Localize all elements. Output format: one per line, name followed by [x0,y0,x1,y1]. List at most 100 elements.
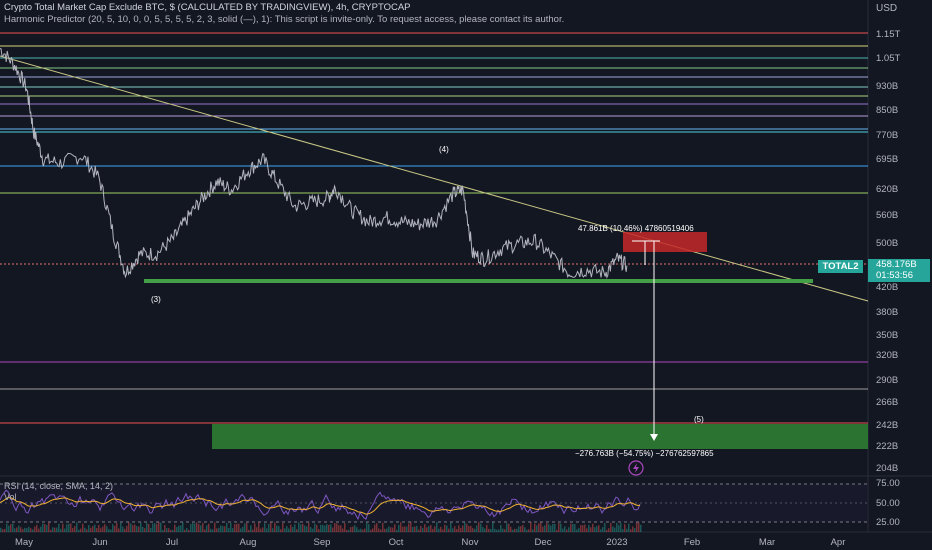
volume-bar [386,528,388,532]
volume-bar [128,522,130,532]
volume-bar [204,529,206,532]
volume-bar [318,529,320,532]
harmonic-levels [0,32,868,424]
volume-bar [182,522,184,532]
volume-bar [74,526,76,532]
volume-bar [392,527,394,532]
price-tick-label: 850B [876,105,898,116]
wave4-label: (4) [439,145,449,154]
volume-bar [604,523,606,532]
volume-bar [184,529,186,532]
volume-bar [30,528,32,532]
volume-bar [474,528,476,532]
volume-bar [266,528,268,532]
volume-bar [404,526,406,532]
volume-bar [332,527,334,532]
volume-bar [310,527,312,532]
volume-bar [354,525,356,532]
volume-bar [394,524,396,532]
downtrend-line[interactable] [0,55,869,302]
vol-legend[interactable]: Vol [4,492,17,502]
volume-bar [130,523,132,532]
rsi-line[interactable] [0,489,641,521]
time-axis[interactable]: May Jun Jul Aug Sep Oct Nov Dec 2023 Feb Mar Apr [15,537,845,548]
volume-bar [402,526,404,532]
volume-bar [170,529,172,532]
volume-bar [542,526,544,532]
volume-bar [388,526,390,532]
volume-bar [16,527,18,532]
volume-bar [366,522,368,532]
volume-bar [326,524,328,532]
volume-bar [430,525,432,532]
rsi-legend[interactable]: RSI (14, close, SMA, 14, 2) [4,481,114,491]
volume-bar [192,522,194,532]
volume-bar [162,529,164,532]
volume-bar [378,528,380,532]
volume-bar [178,525,180,532]
volume-bar [484,528,486,532]
volume-bar [572,523,574,532]
volume-bar [64,528,66,532]
target-zone-down[interactable] [212,424,868,449]
volume-bar [92,526,94,532]
volume-bar [40,526,42,532]
price-tick-label: 204B [876,463,898,474]
volume-bar [550,525,552,532]
indicator-legend[interactable]: Harmonic Predictor (20, 5, 10, 0, 0, 5, … [4,14,565,25]
wave5-label: (5) [694,415,704,424]
price-pane[interactable] [0,0,868,476]
wave3-label: (3) [151,295,161,304]
volume-bar [640,524,642,532]
volume-bar [376,523,378,532]
volume-bar [618,525,620,532]
target-zone-up[interactable] [623,232,707,252]
volume-bar [340,525,342,532]
volume-bar [294,524,296,532]
currency-label[interactable]: USD [876,3,898,14]
volume-bar [524,527,526,532]
volume-bar [464,522,466,532]
volume-bar [72,527,74,532]
volume-bar [552,523,554,532]
time-tick-label: Sep [314,537,331,548]
volume-bar [10,524,12,532]
volume-bar [98,525,100,532]
volume-bar [548,524,550,532]
price-tick-label: 1.15T [876,29,900,40]
volume-bar [460,527,462,532]
price-series[interactable] [0,48,628,279]
volume-bar [50,529,52,532]
volume-bar [18,525,20,532]
rsi-tick-label: 25.00 [876,517,900,528]
price-tick-label: 1.05T [876,53,900,64]
target-up-label: 47.861B (10.46%) 47860519406 [578,224,694,233]
volume-bar [58,523,60,532]
volume-bar [512,529,514,532]
volume-bars [0,522,642,532]
volume-bar [360,528,362,532]
volume-bar [578,528,580,532]
volume-bar [438,528,440,532]
volume-bar [470,525,472,532]
volume-bar [502,528,504,532]
time-tick-label: Feb [684,537,700,548]
volume-bar [476,525,478,532]
volume-bar [244,523,246,532]
volume-bar [48,522,50,532]
support-zone[interactable] [144,279,813,283]
volume-bar [250,525,252,532]
volume-bar [264,523,266,532]
price-axis[interactable]: 1.15T 1.05T 930B 850B 770B 695B 620B 560B 500B 42… [876,29,900,474]
volume-bar [312,528,314,532]
volume-bar [282,522,284,532]
volume-bar [212,529,214,532]
volume-bar [600,529,602,532]
time-tick-label: Aug [240,537,257,548]
volume-bar [242,526,244,532]
measure-tool[interactable] [632,240,660,441]
volume-bar [88,525,90,532]
target-down-label: −276.763B (−54.75%) −276762597865 [575,449,714,458]
volume-bar [114,525,116,532]
